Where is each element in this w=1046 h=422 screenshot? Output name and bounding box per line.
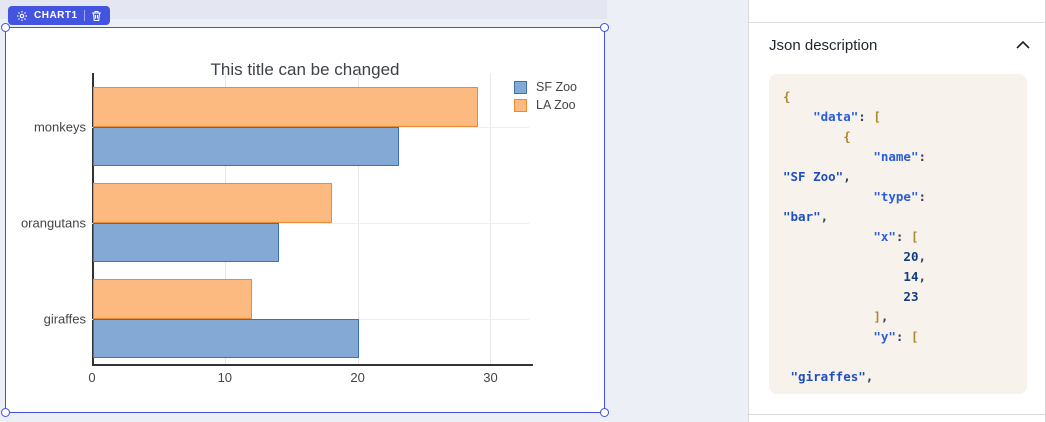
plot-area: 0 10 20 30 monkeys orangutans giraffes bbox=[21, 73, 533, 385]
chevron-up-icon[interactable] bbox=[1016, 36, 1030, 54]
x-axis-line bbox=[92, 364, 533, 366]
json-code-block[interactable]: { "data": [ { "name": "SF Zoo", "type": … bbox=[769, 74, 1027, 394]
y-gridline bbox=[92, 223, 529, 224]
y-category-label: orangutans bbox=[20, 215, 86, 231]
bar-sf-zoo-giraffes[interactable] bbox=[93, 319, 359, 358]
chart-widget[interactable]: This title can be changed 0 10 20 30 monkeys… bbox=[1, 23, 609, 417]
canvas-top-strip bbox=[0, 0, 607, 19]
bar-sf-zoo-monkeys[interactable] bbox=[93, 127, 399, 166]
y-category-label: giraffes bbox=[43, 311, 86, 327]
legend-label: SF Zoo bbox=[536, 80, 577, 94]
x-tick-label: 0 bbox=[88, 370, 96, 385]
bar-la-zoo-giraffes[interactable] bbox=[93, 279, 253, 319]
selection-handle-top-left[interactable] bbox=[1, 23, 10, 32]
legend[interactable]: SF Zoo LA Zoo bbox=[514, 80, 577, 112]
panel-top-divider bbox=[749, 22, 1046, 23]
legend-item[interactable]: LA Zoo bbox=[514, 98, 577, 112]
x-tick-label: 10 bbox=[217, 370, 233, 385]
trash-icon[interactable] bbox=[91, 10, 102, 22]
panel-bottom-divider bbox=[749, 414, 1046, 415]
badge-divider bbox=[83, 10, 85, 21]
selection-handle-top-right[interactable] bbox=[600, 23, 609, 32]
y-category-label: monkeys bbox=[33, 119, 86, 135]
selection-handle-bottom-right[interactable] bbox=[600, 408, 609, 417]
legend-swatch bbox=[514, 80, 527, 94]
panel-title: Json description bbox=[769, 36, 878, 54]
x-gridline bbox=[490, 73, 492, 364]
bar-la-zoo-orangutans[interactable] bbox=[93, 183, 333, 223]
bar-la-zoo-monkeys[interactable] bbox=[93, 87, 479, 127]
chart-badge-label: CHART1 bbox=[34, 10, 78, 21]
gear-icon[interactable] bbox=[16, 10, 28, 22]
legend-item[interactable]: SF Zoo bbox=[514, 80, 577, 94]
legend-label: LA Zoo bbox=[536, 98, 576, 112]
chart-badge[interactable]: CHART1 bbox=[8, 6, 110, 25]
x-tick-label: 30 bbox=[483, 370, 498, 385]
x-tick-label: 20 bbox=[350, 370, 365, 385]
selection-handle-bottom-left[interactable] bbox=[1, 408, 10, 417]
bar-sf-zoo-orangutans[interactable] bbox=[93, 223, 279, 262]
json-description-panel: Json description { "data": [ { "name": "… bbox=[748, 0, 1046, 422]
legend-swatch bbox=[514, 98, 527, 112]
canvas[interactable]: This title can be changed 0 10 20 30 monkeys… bbox=[0, 0, 748, 422]
chart-title[interactable]: This title can be changed bbox=[210, 60, 400, 79]
x-gridline bbox=[357, 73, 359, 364]
